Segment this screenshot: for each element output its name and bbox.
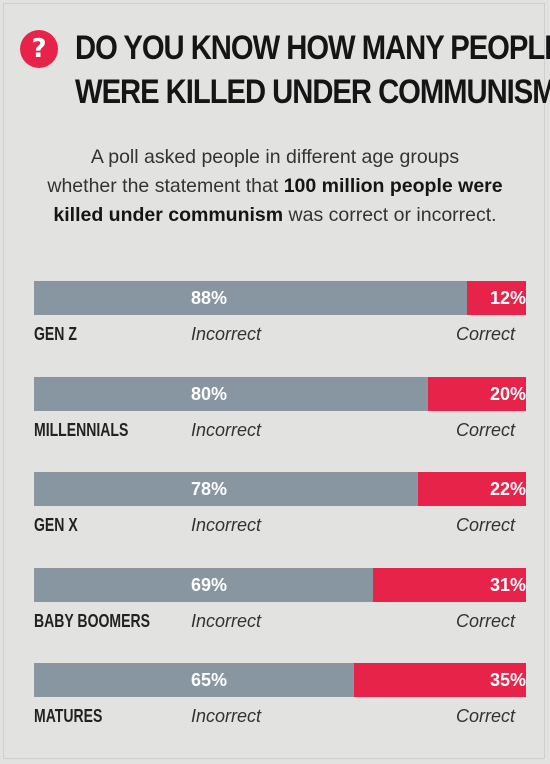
data-label-incorrect: 88%: [191, 288, 228, 308]
series-label-correct: Correct: [455, 610, 515, 631]
bar-segment-incorrect: [34, 281, 467, 315]
chart-row: 80% 20% MILLENNIALS Incorrect Correct: [0, 376, 550, 457]
bar-segment-incorrect: [34, 472, 418, 507]
subtitle: A poll asked people in different age gro…: [20, 143, 530, 230]
series-label-correct: Correct: [455, 515, 515, 536]
series-label-incorrect: Incorrect: [191, 515, 262, 536]
title-line-1: DO YOU KNOW HOW MANY PEOPLE: [75, 29, 550, 67]
subtitle-part-2: whether the statement that: [47, 175, 284, 197]
subtitle-bold: 100 million people were killed under com…: [53, 175, 503, 226]
infographic-frame: [3, 3, 545, 759]
bar-segment-incorrect: [34, 567, 374, 602]
data-label-correct: 31%: [489, 574, 526, 595]
page-title: DO YOU KNOW HOW MANY PEOPLE WERE KILLED …: [75, 26, 550, 114]
series-label-correct: Correct: [455, 706, 515, 727]
chart-row: 78% 22% GEN X Incorrect Correct: [0, 472, 550, 552]
category-label: BABY BOOMERS: [34, 610, 150, 631]
series-label-incorrect: Incorrect: [191, 706, 262, 727]
category-label: GEN X: [34, 515, 78, 536]
bar-segment-correct: [427, 376, 526, 411]
data-label-correct: 35%: [489, 670, 526, 691]
stacked-bar: [34, 567, 526, 602]
bar-segment-incorrect: [34, 376, 428, 411]
data-label-incorrect: 65%: [191, 670, 228, 691]
chart-row: 65% 35% MATURES Incorrect Correct: [0, 663, 550, 743]
bar-segment-correct: [417, 472, 526, 507]
bar-segment-correct: [353, 663, 526, 698]
title-line-2: WERE KILLED UNDER COMMUNISM?: [75, 73, 550, 111]
bar-segment-incorrect: [34, 663, 354, 698]
category-label: MILLENNIALS: [34, 419, 129, 440]
subtitle-part-1: A poll asked people in different age gro…: [90, 146, 460, 168]
stacked-bar: [34, 472, 526, 507]
series-label-correct: Correct: [455, 324, 515, 344]
bar-segment-correct: [466, 281, 526, 315]
chart-row: 69% 31% BABY BOOMERS Incorrect Correct: [0, 567, 550, 648]
stacked-bar: [34, 376, 526, 411]
bar-segment-correct: [373, 567, 526, 602]
series-label-correct: Correct: [455, 419, 515, 440]
category-label: MATURES: [34, 706, 103, 727]
chart-row: 88% 12% GEN Z Incorrect Correct: [0, 281, 550, 361]
stacked-bar: [34, 663, 526, 698]
data-label-incorrect: 78%: [191, 479, 228, 500]
series-label-incorrect: Incorrect: [191, 610, 262, 631]
stacked-bar: [34, 281, 526, 315]
data-label-correct: 12%: [489, 288, 526, 308]
data-label-incorrect: 80%: [191, 383, 228, 404]
subtitle-part-3: was correct or incorrect.: [283, 204, 497, 226]
series-label-incorrect: Incorrect: [191, 419, 262, 440]
data-label-correct: 22%: [489, 479, 526, 500]
category-label: GEN Z: [34, 324, 77, 344]
data-label-correct: 20%: [489, 383, 526, 404]
question-mark-icon: ?: [20, 30, 58, 68]
data-label-incorrect: 69%: [191, 574, 228, 595]
series-label-incorrect: Incorrect: [191, 324, 262, 344]
